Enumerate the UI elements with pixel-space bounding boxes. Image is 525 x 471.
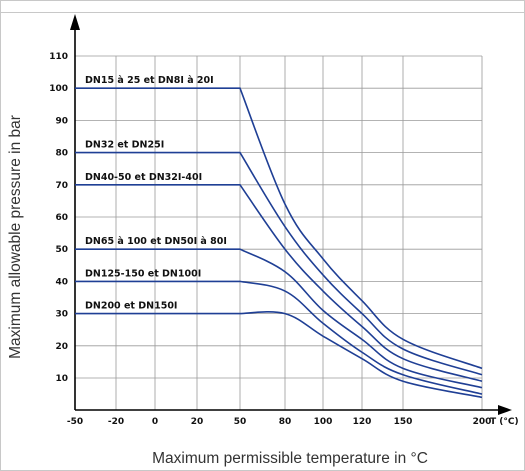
y-axis-title: Maximum allowable pressure in bar xyxy=(7,115,24,359)
y-tick-label-50: 50 xyxy=(55,245,68,255)
series-line-5 xyxy=(75,280,483,395)
y-tick-label-20: 20 xyxy=(55,342,68,352)
y-tick-label-100: 100 xyxy=(49,84,68,94)
series-label-6: DN200 et DN150I xyxy=(85,301,177,312)
series-label-5: DN125-150 et DN100I xyxy=(85,268,201,279)
y-axis-arrow xyxy=(70,14,80,30)
series-line-2 xyxy=(75,151,483,376)
x-axis-arrow xyxy=(498,405,512,415)
x-tick-label-120: 120 xyxy=(353,417,372,427)
header-divider xyxy=(0,12,525,13)
series-line-6 xyxy=(75,311,483,399)
y-tick-label-90: 90 xyxy=(55,116,68,126)
grid xyxy=(75,55,483,410)
y-tick-label-110: 110 xyxy=(49,52,68,62)
series-line-3 xyxy=(75,184,483,382)
series-label-3: DN40-50 et DN32I-40I xyxy=(85,172,202,183)
series-label-2: DN32 et DN25I xyxy=(85,140,164,151)
series-label-4: DN65 à 100 et DN50I à 80I xyxy=(85,236,227,247)
x-tick-label--50: -50 xyxy=(67,417,83,427)
series-line-4 xyxy=(75,248,483,389)
x-tick-label--20: -20 xyxy=(108,417,124,427)
x-tick-label-80: 80 xyxy=(279,417,292,427)
series-label-1: DN15 à 25 et DN8I à 20I xyxy=(85,75,214,86)
series-labels: DN15 à 25 et DN8I à 20I DN32 et DN25I DN40… xyxy=(85,75,227,311)
x-tick-label-200: 200 xyxy=(473,417,492,427)
series-lines xyxy=(75,87,483,399)
y-tick-label-70: 70 xyxy=(55,181,68,191)
axes xyxy=(70,14,512,415)
x-tick-labels: -50 -20 0 20 50 80 100 120 150 200 xyxy=(67,417,492,427)
x-axis-unit-label: T (°C) xyxy=(490,417,519,427)
y-tick-label-10: 10 xyxy=(55,374,68,384)
y-tick-label-30: 30 xyxy=(55,310,68,320)
x-tick-label-20: 20 xyxy=(191,417,204,427)
y-tick-label-40: 40 xyxy=(55,277,68,287)
x-tick-label-100: 100 xyxy=(314,417,333,427)
y-tick-label-60: 60 xyxy=(55,213,68,223)
x-axis-title: Maximum permissible temperature in °C xyxy=(152,450,428,467)
y-tick-labels: 10 20 30 40 50 60 70 80 90 100 110 xyxy=(49,52,68,384)
x-tick-label-0: 0 xyxy=(152,417,158,427)
x-tick-label-50: 50 xyxy=(234,417,247,427)
y-tick-label-80: 80 xyxy=(55,149,68,159)
x-tick-label-150: 150 xyxy=(394,417,413,427)
series-line-1 xyxy=(75,87,483,370)
